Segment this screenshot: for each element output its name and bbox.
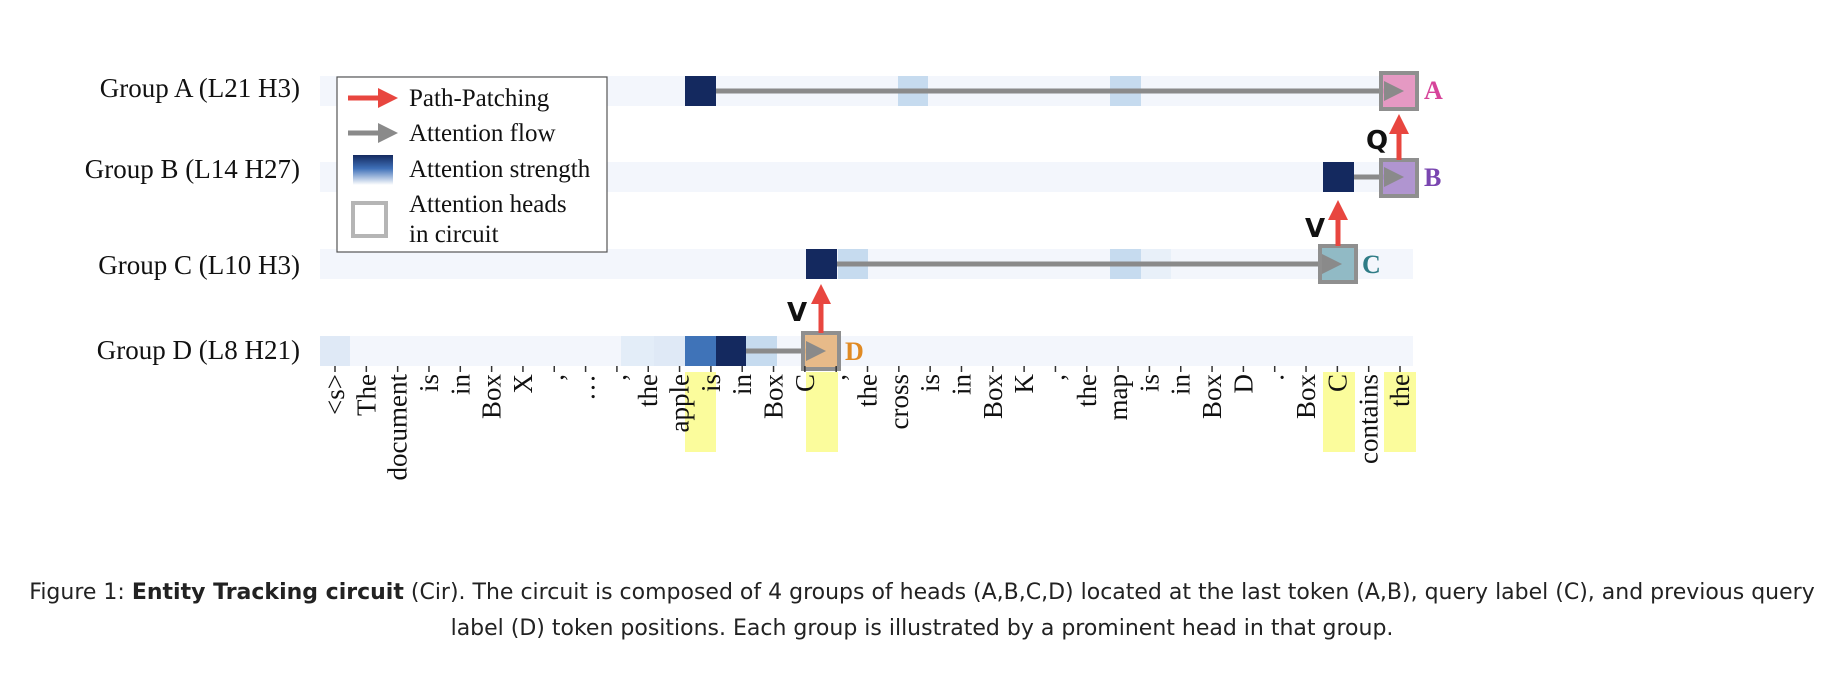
legend-path-patching-label: Path-Patching xyxy=(409,85,550,112)
edge-label-q: Q xyxy=(1366,126,1388,156)
token-label: in xyxy=(445,374,475,396)
highlight-the-last xyxy=(1384,372,1416,452)
legend-attention-strength-swatch xyxy=(353,155,393,185)
legend-heads-label-line2: in circuit xyxy=(409,221,499,248)
token-label: , xyxy=(539,374,569,381)
legend-attention-flow-label: Attention flow xyxy=(409,120,556,147)
token-label: Box xyxy=(1197,374,1227,420)
token-label: is xyxy=(696,374,726,392)
caption-bold-title: Entity Tracking circuit xyxy=(131,580,404,605)
strong-attention-cell-d xyxy=(716,336,746,366)
token-label: <s> xyxy=(320,374,350,415)
edge-label-v-bc: V xyxy=(1305,214,1325,244)
token-label: K xyxy=(1009,374,1039,394)
token-label: Box xyxy=(759,374,789,420)
head-letter-a: A xyxy=(1424,76,1443,105)
head-letter-d: D xyxy=(845,337,864,366)
legend-head-box-swatch xyxy=(351,201,388,238)
token-label: C xyxy=(790,374,820,392)
token-label: in xyxy=(946,374,976,396)
highlight-c-previous xyxy=(806,372,838,452)
token-label: document xyxy=(383,374,413,481)
row-label-d: Group D (L8 H21) xyxy=(97,335,300,365)
token-label: the xyxy=(1072,374,1102,407)
highlight-apple xyxy=(685,372,716,452)
token-label: Box xyxy=(477,374,507,420)
caption-line-2: label (D) token positions. Each group is… xyxy=(450,616,1394,641)
row-label-b: Group B (L14 H27) xyxy=(85,154,300,184)
token-label: The xyxy=(351,374,381,416)
attention-strip-d xyxy=(320,336,1413,366)
token-label: the xyxy=(1385,374,1415,407)
caption-line1-rest: (Cir). The circuit is composed of 4 grou… xyxy=(403,580,1815,605)
highlight-c-query xyxy=(1323,372,1355,452)
legend-attention-strength-label: Attention strength xyxy=(409,156,591,183)
token-label: is xyxy=(414,374,444,392)
caption-line-1: Figure 1: Entity Tracking circuit (Cir).… xyxy=(0,575,1844,611)
token-label: X xyxy=(508,374,538,394)
head-letter-c: C xyxy=(1362,250,1381,279)
legend-heads-label-line1: Attention heads xyxy=(409,191,567,218)
token-label: is xyxy=(915,374,945,392)
token-label: in xyxy=(1166,374,1196,396)
token-label: Box xyxy=(978,374,1008,420)
strong-attention-cell-c xyxy=(806,249,837,279)
row-label-a: Group A (L21 H3) xyxy=(100,73,300,103)
strong-attention-cell-a xyxy=(685,76,716,106)
caption-prefix: Figure 1: xyxy=(29,580,132,605)
token-label: in xyxy=(727,374,757,396)
token-label: the xyxy=(633,374,663,407)
token-label: , xyxy=(821,374,851,381)
legend: Path-Patching Attention flow Attention s… xyxy=(336,76,608,253)
token-label: , xyxy=(602,374,632,381)
head-letter-b: B xyxy=(1424,163,1441,192)
token-label: … xyxy=(571,374,601,401)
entity-tracking-circuit-figure: Group A (L21 H3) Group B (L14 H27) Group… xyxy=(85,71,1443,480)
token-label: , xyxy=(1040,374,1070,381)
token-label: the xyxy=(853,374,883,407)
token-highlights xyxy=(685,372,1416,452)
strong-attention-cell-b xyxy=(1323,162,1354,192)
token-axis: <s> The document is in Box X,…, the apple is in Box… xyxy=(320,366,1415,480)
token-label: is xyxy=(1134,374,1164,392)
token-label: cross xyxy=(884,374,914,430)
token-label: map xyxy=(1103,374,1133,421)
row-label-c: Group C (L10 H3) xyxy=(98,250,300,280)
token-label: apple xyxy=(665,374,695,432)
token-label: Box xyxy=(1291,374,1321,420)
token-label: C xyxy=(1322,374,1352,392)
figure-caption: Figure 1: Entity Tracking circuit (Cir).… xyxy=(0,575,1844,647)
token-label: D xyxy=(1228,374,1258,394)
token-label: contains xyxy=(1354,374,1384,464)
edge-label-v-cd: V xyxy=(787,298,807,328)
token-label: . xyxy=(1260,374,1290,381)
